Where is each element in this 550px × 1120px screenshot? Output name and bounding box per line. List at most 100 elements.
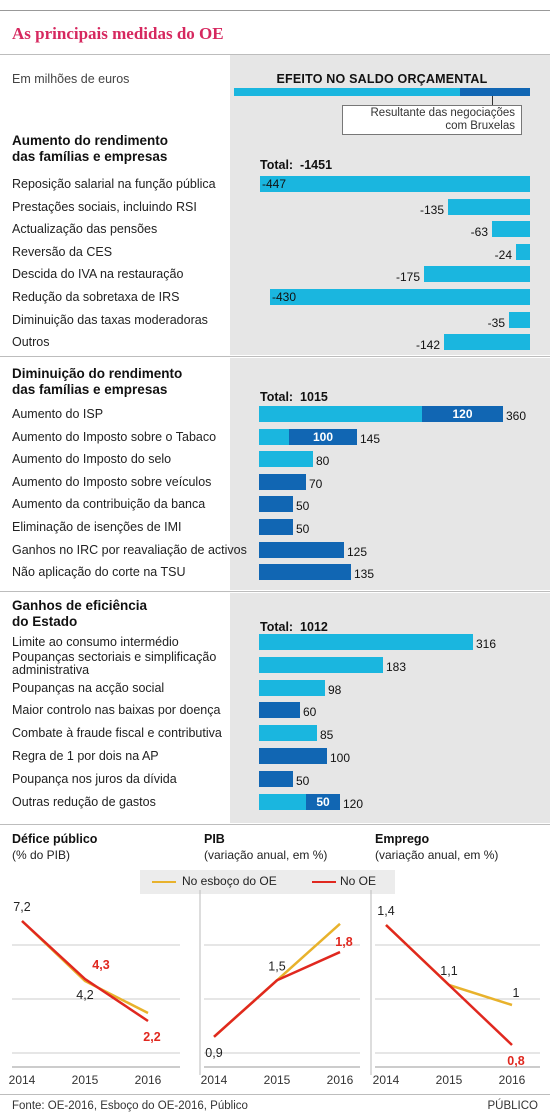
- bar-segment-light: [259, 634, 473, 650]
- bar: [270, 289, 530, 305]
- row-label: Combate à fraude fiscal e contributiva: [12, 726, 222, 740]
- bar-value: -430: [272, 290, 297, 304]
- x-tick-label: 2016: [135, 1073, 162, 1087]
- row-label: Diminuição das taxas moderadoras: [12, 313, 208, 327]
- bar-value: 50: [296, 522, 310, 536]
- section-2-title-line-1: Diminuição do rendimento: [12, 366, 183, 381]
- row-label: Actualização das pensões: [12, 222, 158, 236]
- x-tick-label: 2015: [72, 1073, 99, 1087]
- total-label: Total:: [260, 390, 294, 404]
- bar-segment-light: [259, 794, 306, 810]
- bar-segment-dark: [259, 542, 344, 558]
- bar-segment-dark: [259, 519, 293, 535]
- bar-value: 50: [296, 774, 310, 788]
- bar: [509, 312, 530, 328]
- data-label: 1: [513, 986, 520, 1000]
- bar-value: -35: [487, 316, 505, 330]
- section-1-title-line-2: das famílias e empresas: [12, 149, 168, 164]
- section-3-total: Total: 1012: [260, 620, 328, 634]
- section-1-total: Total: -1451: [260, 158, 332, 172]
- row-label: Poupanças na acção social: [12, 681, 165, 695]
- total-value: -1451: [300, 158, 333, 172]
- bar-value: 100: [330, 751, 351, 765]
- bar-value: 80: [316, 454, 330, 468]
- bar-segment-dark: [422, 406, 503, 422]
- row-label: Reversão da CES: [12, 245, 113, 259]
- line-legend: No esboço do OE No OE: [140, 870, 395, 894]
- bar-inner-value: 100: [312, 430, 334, 444]
- bar-value: -135: [419, 203, 444, 217]
- header-rule: [0, 54, 550, 55]
- bar-segment-dark: [259, 564, 351, 580]
- bar-segment-dark: [259, 496, 293, 512]
- bar-value: 120: [343, 797, 364, 811]
- legend-bar-light: [234, 88, 460, 96]
- section-3-title-line-1: Ganhos de eficiência: [12, 598, 148, 613]
- callout-pointer: [492, 96, 493, 106]
- data-label: 4,3: [92, 958, 109, 972]
- bar-value: -175: [395, 270, 420, 284]
- chart-2-title: PIB: [204, 832, 225, 846]
- section-2-title: Diminuição do rendimento das famílias e …: [12, 366, 212, 398]
- section-1-title-line-1: Aumento do rendimento: [12, 133, 168, 148]
- row-label: Aumento do Imposto sobre veículos: [12, 475, 212, 489]
- bar-value: -63: [470, 225, 488, 239]
- brand-logo: PÚBLICO: [487, 1100, 539, 1112]
- unit-label: Em milhões de euros: [12, 72, 130, 86]
- legend-swatch-draft: [152, 881, 176, 883]
- bar-value: 50: [296, 499, 310, 513]
- chart-1-subtitle: (% do PIB): [12, 848, 71, 862]
- row-label: Reposição salarial na função pública: [12, 177, 216, 191]
- bar: [448, 199, 530, 215]
- bar-segment-dark: [259, 702, 300, 718]
- row-label: Poupanças sectoriais e simplificação adm…: [12, 650, 217, 677]
- data-label: 2,2: [143, 1030, 160, 1044]
- row-label: Aumento do Imposto do selo: [12, 452, 172, 466]
- row-label: Eliminação de isenções de IMI: [12, 520, 182, 534]
- chart-3-title: Emprego: [375, 832, 430, 846]
- row-label: Outros: [12, 335, 50, 349]
- line-charts: 2014 2015 2016 7,2 4,3 4,2 2,2 2014 2015 2016 0,9 1…: [9, 890, 540, 1087]
- row-label: Não aplicação do corte na TSU: [12, 565, 186, 579]
- data-label: 4,2: [76, 988, 93, 1002]
- chart-3-subtitle: (variação anual, em %): [375, 848, 499, 862]
- bar-value: 183: [386, 660, 407, 674]
- bar-value: 85: [320, 728, 334, 742]
- top-rule: [0, 10, 550, 11]
- data-label: 1,8: [335, 935, 352, 949]
- bar-segment-dark: [259, 748, 327, 764]
- data-label: 0,8: [507, 1054, 524, 1068]
- row-label: Poupança nos juros da dívida: [12, 772, 177, 786]
- row-label: Aumento da contribuição da banca: [12, 497, 206, 511]
- series-line-final: [213, 950, 341, 1038]
- total-label: Total:: [260, 158, 294, 172]
- source-note: Fonte: OE-2016, Esboço do OE-2016, Públi…: [12, 1100, 248, 1112]
- footer-rule: [0, 1094, 550, 1095]
- bar: [492, 221, 530, 237]
- data-label: 1,4: [377, 904, 394, 918]
- bar-value: -24: [494, 248, 512, 262]
- section-rule-2: [0, 591, 550, 592]
- data-label: 1,5: [268, 959, 285, 973]
- legend-bar-dark: [460, 88, 530, 96]
- section-2-total: Total: 1015: [260, 390, 328, 404]
- bar-value: 316: [476, 637, 497, 651]
- bar: [260, 176, 530, 192]
- row-label: Regra de 1 por dois na AP: [12, 749, 159, 763]
- row-label: Prestações sociais, incluindo RSI: [12, 200, 197, 214]
- bar-inner-value: 120: [452, 407, 473, 421]
- bar-segment-dark: [259, 474, 306, 490]
- bar: [516, 244, 530, 260]
- total-value: 1012: [300, 620, 328, 634]
- row-label: Aumento do ISP: [12, 407, 104, 421]
- bar-segment-light: [259, 657, 383, 673]
- bar-segment-light: [259, 406, 422, 422]
- callout-box: Resultante das negociações com Bruxelas: [342, 105, 522, 135]
- series-line-final: [385, 924, 513, 1046]
- x-tick-label: 2015: [264, 1073, 291, 1087]
- bar: [424, 266, 530, 282]
- chart-1-title: Défice público: [12, 832, 98, 846]
- x-tick-label: 2016: [499, 1073, 526, 1087]
- section-3-title: Ganhos de eficiência do Estado: [12, 598, 212, 630]
- callout-line-1: Resultante das negociações: [370, 107, 516, 119]
